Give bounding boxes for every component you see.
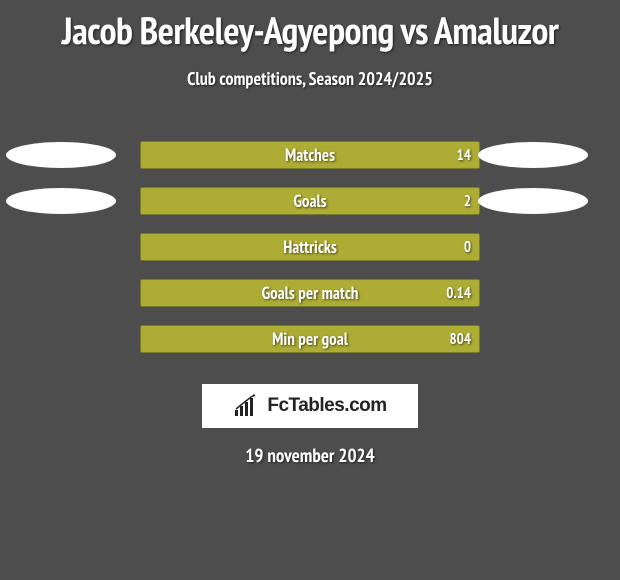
stat-bar: Goals per match0.14 [140,279,480,307]
player-left-ellipse [6,188,116,214]
stat-label: Hattricks [141,236,479,258]
logo-text: FcTables.com [267,395,386,417]
stat-label: Matches [141,144,479,166]
stat-row: Goals2 [0,178,620,224]
logo-box[interactable]: FcTables.com [202,384,418,428]
stat-value: 0 [464,238,471,257]
subtitle: Club competitions, Season 2024/2025 [0,67,620,90]
stat-row: Goals per match0.14 [0,270,620,316]
stat-row: Hattricks0 [0,224,620,270]
player-left-ellipse [6,142,116,168]
stat-value: 2 [464,192,471,211]
player-right-ellipse [478,142,588,168]
stat-bar: Hattricks0 [140,233,480,261]
stat-row: Min per goal804 [0,316,620,362]
bars-logo-icon [233,394,265,418]
stat-bar: Min per goal804 [140,325,480,353]
stat-row: Matches14 [0,132,620,178]
player-right-ellipse [478,188,588,214]
stat-label: Goals per match [141,282,479,304]
stat-value: 804 [449,330,471,349]
stat-label: Goals [141,190,479,212]
date-text: 19 november 2024 [0,444,620,468]
stat-bar: Goals2 [140,187,480,215]
stat-label: Min per goal [141,328,479,350]
stat-value: 0.14 [446,284,471,303]
page-title: Jacob Berkeley-Agyepong vs Amaluzor [0,0,620,55]
comparison-card: Jacob Berkeley-Agyepong vs Amaluzor Club… [0,0,620,468]
stat-value: 14 [457,146,471,165]
stat-bar: Matches14 [140,141,480,169]
stat-rows: Matches14 Goals2 Hattricks0 Goals per match… [0,132,620,362]
